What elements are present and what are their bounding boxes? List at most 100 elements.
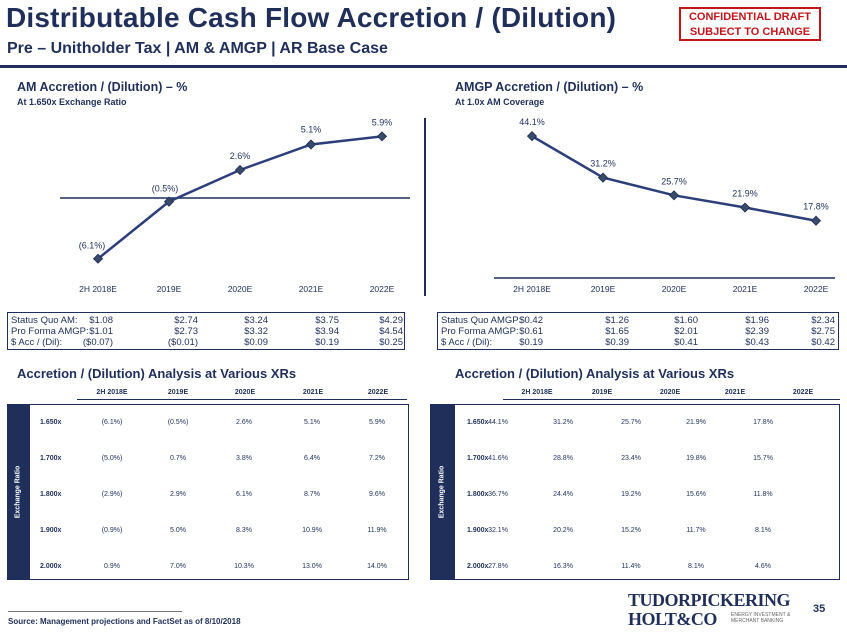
am-metrics-row: $ Acc / (Dil): ($0.07) ($0.01) $0.09 $0.19 $0…: [8, 337, 404, 348]
am-col-header: 2H 2018E: [96, 389, 128, 396]
am-x-tick-label: 2019E: [157, 284, 182, 294]
am-table-cell: 8.7%: [304, 491, 320, 498]
stamp-line-2: SUBJECT TO CHANGE: [689, 26, 811, 38]
amgp-data-point: [526, 131, 538, 142]
chart-divider: [424, 118, 426, 296]
am-metric-label: $ Acc / (Dil):: [11, 337, 63, 348]
am-table-cell: 10.9%: [302, 527, 322, 534]
am-data-label: 2.6%: [230, 151, 251, 161]
amgp-col-header: 2H 2018E: [521, 389, 553, 396]
amgp-table-cell: 20.2%: [553, 527, 573, 534]
amgp-table-cell: 19.8%: [686, 455, 706, 462]
amgp-data-label: 44.1%: [519, 117, 545, 127]
amgp-data-label: 25.7%: [661, 176, 687, 186]
amgp-col-header: 2020E: [659, 389, 681, 396]
logo-tag-2: MERCHANT BANKING: [731, 618, 784, 624]
amgp-metrics-box: Status Quo AMGP: $0.42 $1.26 $1.60 $1.96 $2.3…: [437, 312, 839, 350]
amgp-table-cell: 11.4%: [621, 563, 641, 570]
amgp-xr-row-label: 1.900x: [467, 527, 489, 534]
am-chart-subtitle: At 1.650x Exchange Ratio: [17, 97, 127, 107]
source-note: Source: Management projections and FactS…: [8, 617, 241, 626]
am-metric-label: Pro Forma AMGP:: [11, 326, 89, 337]
am-data-point: [163, 196, 175, 207]
am-xr-axis-label: Exchange Ratio: [14, 465, 22, 519]
am-xr-row-label: 1.800x: [40, 491, 62, 498]
am-data-label: (6.1%): [79, 241, 106, 251]
amgp-x-tick-label: 2021E: [733, 284, 758, 294]
amgp-data-label: 31.2%: [590, 159, 616, 169]
amgp-xr-row-label: 1.800x: [467, 491, 489, 498]
amgp-metric-value: $2.01: [674, 326, 698, 337]
am-table-header-rule: [77, 399, 407, 400]
am-table-cell: (0.9%): [101, 527, 123, 534]
amgp-table-cell: 44.1%: [488, 419, 508, 426]
amgp-table-header-rule: [503, 399, 840, 400]
amgp-metric-value: $2.39: [745, 326, 769, 337]
am-table-cell: 5.0%: [170, 527, 186, 534]
amgp-metric-value: $0.41: [674, 337, 698, 348]
am-metric-value: $0.19: [315, 337, 339, 348]
am-xr-axis-bar: Exchange Ratio: [7, 404, 29, 580]
am-metric-value: $3.75: [315, 315, 339, 326]
logo-tagline: ENERGY INVESTMENT & MERCHANT BANKING: [731, 612, 790, 624]
am-table-cell: (0.5%): [167, 419, 189, 426]
amgp-chart-title: AMGP Accretion / (Dilution) – %: [455, 80, 644, 94]
amgp-table-cell: 11.7%: [686, 527, 706, 534]
am-table-cell: 9.6%: [369, 491, 385, 498]
amgp-metric-value: $0.42: [519, 315, 543, 326]
amgp-col-header: 2021E: [724, 389, 746, 396]
amgp-chart-subtitle: At 1.0x AM Coverage: [455, 97, 545, 107]
am-metric-value: $1.08: [89, 315, 113, 326]
am-table-cell: 13.0%: [302, 563, 322, 570]
am-x-tick-label: 2021E: [299, 284, 324, 294]
amgp-table-cell: 15.6%: [686, 491, 706, 498]
amgp-xr-row-label: 2.000x: [467, 563, 489, 570]
amgp-table-cell: 16.3%: [553, 563, 573, 570]
amgp-metrics-row: $ Acc / (Dil): $0.19 $0.39 $0.41 $0.43 $0.42: [438, 337, 838, 348]
am-data-label: (0.5%): [152, 184, 179, 194]
am-table-cell: 7.2%: [369, 455, 385, 462]
amgp-col-header: 2022E: [792, 389, 814, 396]
amgp-table-cell: 32.1%: [488, 527, 508, 534]
am-xr-row-label: 1.700x: [40, 455, 62, 462]
amgp-table-cell: 23.4%: [621, 455, 641, 462]
am-data-point: [376, 131, 388, 142]
amgp-metric-value: $2.34: [811, 315, 835, 326]
amgp-metric-label: Pro Forma AMGP:: [441, 326, 519, 337]
amgp-table-cell: 8.1%: [755, 527, 771, 534]
am-metric-value: $3.24: [244, 315, 268, 326]
am-metrics-box: Status Quo AM: $1.08 $2.74 $3.24 $3.75 $4.29 P…: [7, 312, 405, 350]
stamp-line-1: CONFIDENTIAL DRAFT: [688, 11, 811, 23]
am-table-cell: 7.0%: [170, 563, 186, 570]
amgp-x-tick-label: 2020E: [662, 284, 687, 294]
amgp-metric-value: $2.75: [811, 326, 835, 337]
am-metric-value: ($0.07): [82, 337, 113, 348]
am-table-cell: 14.0%: [367, 563, 387, 570]
amgp-table-cell: 21.9%: [686, 419, 706, 426]
am-metric-value: $4.29: [379, 315, 403, 326]
am-table-cell: 6.4%: [304, 455, 320, 462]
amgp-xr-axis-label: Exchange Ratio: [438, 465, 446, 519]
am-table-cell: 0.7%: [170, 455, 186, 462]
am-table-cell: (6.1%): [101, 419, 123, 426]
am-xr-row-label: 1.650x: [40, 419, 62, 426]
footer-rule: [8, 611, 182, 612]
am-sensitivity-table: 1.650x (6.1%) (0.5%) 2.6% 5.1% 5.9% 1.700x (5.0…: [29, 404, 409, 580]
am-metric-value: $2.74: [174, 315, 198, 326]
am-table-cell: 6.1%: [236, 491, 252, 498]
amgp-metric-label: $ Acc / (Dil):: [441, 337, 493, 348]
amgp-table-cell: 27.8%: [488, 563, 508, 570]
amgp-data-point: [739, 202, 751, 213]
page-number: 35: [813, 603, 826, 615]
amgp-table-cell: 11.8%: [753, 491, 773, 498]
amgp-metric-label: Status Quo AMGP:: [441, 315, 522, 326]
am-table-cell: 2.9%: [170, 491, 186, 498]
amgp-table-cell: 31.2%: [553, 419, 573, 426]
am-metric-value: ($0.01): [167, 337, 198, 348]
am-sensitivity-title: Accretion / (Dilution) Analysis at Vario…: [17, 366, 297, 381]
am-metric-value: $3.94: [315, 326, 339, 337]
amgp-data-point: [597, 172, 609, 183]
page-subtitle: Pre – Unitholder Tax | AM & AMGP | AR Ba…: [7, 40, 388, 57]
amgp-data-label: 21.9%: [732, 189, 758, 199]
amgp-metric-value: $1.60: [674, 315, 698, 326]
